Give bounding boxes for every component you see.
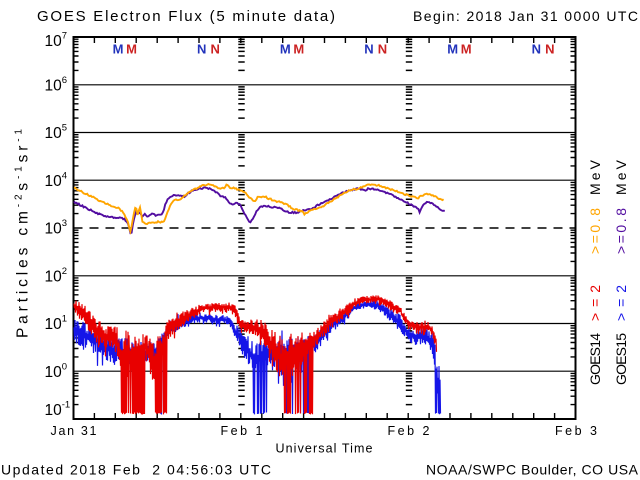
- svg-text:M: M: [113, 42, 124, 57]
- svg-text:106: 106: [45, 75, 68, 95]
- svg-text:N: N: [378, 42, 387, 57]
- svg-text:M: M: [280, 42, 291, 57]
- svg-text:Universal Time: Universal Time: [276, 442, 373, 456]
- svg-text:101: 101: [45, 314, 68, 334]
- svg-text:>=0.8: >=0.8: [613, 208, 629, 254]
- svg-text:N: N: [364, 42, 373, 57]
- svg-text:Particles cm-2s-1sr-1: Particles cm-2s-1sr-1: [14, 129, 32, 338]
- svg-text:Feb 1: Feb 1: [221, 424, 263, 438]
- svg-text:102: 102: [45, 266, 68, 286]
- svg-text:>=2: >=2: [613, 285, 629, 321]
- svg-text:N: N: [197, 42, 206, 57]
- svg-text:104: 104: [45, 170, 68, 190]
- svg-text:M: M: [461, 42, 472, 57]
- svg-text:N: N: [532, 42, 541, 57]
- svg-text:MeV: MeV: [613, 159, 629, 195]
- svg-text:>=0.8: >=0.8: [587, 208, 603, 254]
- svg-text:GOES14: GOES14: [587, 333, 603, 385]
- svg-text:M: M: [293, 42, 304, 57]
- svg-text:M: M: [126, 42, 137, 57]
- svg-text:100: 100: [45, 361, 68, 381]
- svg-text:M: M: [447, 42, 458, 57]
- svg-text:Jan 31: Jan 31: [51, 424, 97, 438]
- svg-text:Feb 2: Feb 2: [388, 424, 430, 438]
- svg-text:103: 103: [45, 218, 68, 238]
- svg-text:>=2: >=2: [587, 285, 603, 321]
- svg-text:105: 105: [45, 123, 68, 143]
- svg-text:GOES Electron Flux (5 minute d: GOES Electron Flux (5 minute data): [37, 8, 335, 25]
- svg-text:107: 107: [45, 31, 68, 51]
- svg-text:NOAA/SWPC Boulder, CO USA: NOAA/SWPC Boulder, CO USA: [426, 462, 639, 478]
- svg-text:Feb 3: Feb 3: [555, 424, 597, 438]
- svg-text:Updated 2018 Feb 2 04:56:03 U: Updated 2018 Feb 2 04:56:03 UTC: [1, 462, 271, 478]
- svg-text:N: N: [545, 42, 554, 57]
- svg-text:MeV: MeV: [587, 159, 603, 195]
- svg-text:Begin: 2018 Jan 31 0000 UTC: Begin: 2018 Jan 31 0000 UTC: [413, 8, 638, 24]
- svg-text:GOES15: GOES15: [613, 333, 629, 385]
- svg-text:N: N: [211, 42, 220, 57]
